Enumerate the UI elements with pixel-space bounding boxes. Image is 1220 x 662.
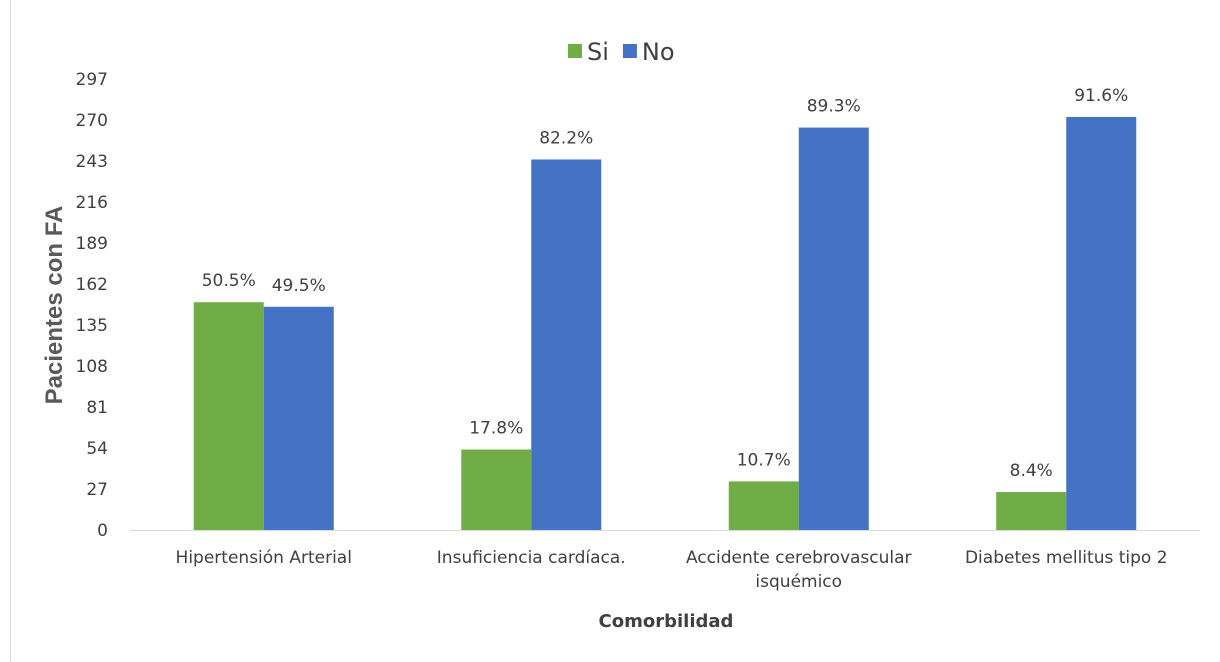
y-tick-label: 243 [76, 152, 108, 172]
x-tick-label: Hipertensión Arterial [176, 548, 352, 568]
bar-si-insuficiencia-cardiaca [461, 449, 532, 530]
y-tick-label: 297 [76, 70, 108, 90]
data-label-no-accidente-cerebrovascular-isquemico: 89.3% [807, 97, 861, 117]
y-tick-label: 27 [86, 480, 108, 500]
bar-si-accidente-cerebrovascular-isquemico [728, 481, 799, 530]
y-tick-label: 108 [76, 357, 108, 377]
bar-no-diabetes-mellitus-tipo-2 [1066, 116, 1137, 531]
data-label-no-insuficiencia-cardiaca: 82.2% [539, 128, 593, 148]
y-axis-title: Pacientes con FA [41, 206, 68, 405]
data-label-no-hipertension-arterial: 49.5% [272, 276, 326, 296]
bar-no-hipertension-arterial [263, 306, 334, 530]
chart-frame-edge [10, 0, 11, 662]
x-tick-label: Insuficiencia cardíaca. [437, 548, 626, 568]
y-tick-label: 54 [86, 439, 108, 459]
y-tick-label: 270 [76, 111, 108, 131]
bar-no-accidente-cerebrovascular-isquemico [798, 127, 869, 530]
y-tick-label: 0 [97, 521, 108, 541]
y-tick-label: 135 [76, 316, 108, 336]
legend-swatch-no [622, 44, 637, 58]
bar-no-insuficiencia-cardiaca [531, 159, 602, 530]
data-label-si-diabetes-mellitus-tipo-2: 8.4% [1010, 461, 1053, 481]
y-axis-ticks: 0 27 54 81 108 135 162 189 216 243 270 297 [76, 70, 108, 541]
data-label-si-insuficiencia-cardiaca: 17.8% [469, 419, 523, 439]
bar-si-diabetes-mellitus-tipo-2 [996, 492, 1067, 530]
data-labels: 50.5% 49.5% 17.8% 82.2% 10.7% 89.3% 8.4% 91.6% [202, 86, 1129, 481]
legend-swatch-si [568, 44, 582, 58]
x-axis-title: Comorbilidad [599, 611, 734, 632]
x-axis-ticks: Hipertensión Arterial Insuficiencia cardí… [176, 548, 1168, 592]
data-label-no-diabetes-mellitus-tipo-2: 91.6% [1074, 86, 1128, 106]
y-tick-label: 216 [76, 193, 108, 213]
y-tick-label: 81 [86, 398, 108, 418]
bars [193, 116, 1137, 531]
bar-si-hipertension-arterial [193, 302, 264, 530]
y-tick-label: 162 [76, 275, 108, 295]
y-tick-label: 189 [76, 234, 108, 254]
data-label-si-accidente-cerebrovascular-isquemico: 10.7% [737, 450, 791, 470]
x-tick-label: Accidente cerebrovascular isquémico [686, 548, 912, 592]
x-tick-label: Diabetes mellitus tipo 2 [965, 548, 1168, 568]
data-label-si-hipertension-arterial: 50.5% [202, 271, 256, 291]
legend-label-no: No [642, 38, 675, 66]
legend-label-si: Si [587, 38, 609, 66]
legend: Si No [568, 38, 675, 66]
